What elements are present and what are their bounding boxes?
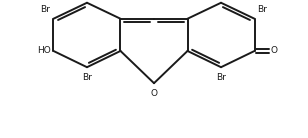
Text: Br: Br bbox=[82, 73, 92, 82]
Text: Br: Br bbox=[41, 5, 51, 14]
Text: Br: Br bbox=[257, 5, 267, 14]
Text: O: O bbox=[271, 47, 278, 55]
Text: HO: HO bbox=[37, 47, 51, 55]
Text: O: O bbox=[151, 89, 157, 98]
Text: Br: Br bbox=[216, 73, 226, 82]
